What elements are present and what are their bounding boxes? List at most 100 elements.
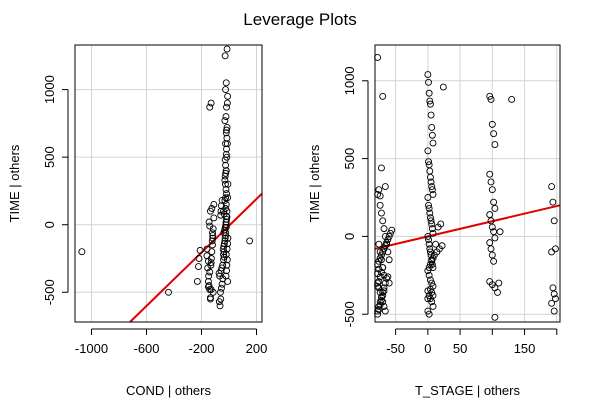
data-point [552, 245, 559, 253]
y-axis-title: TIME | others [7, 144, 22, 222]
data-point [220, 240, 228, 248]
data-point [424, 267, 432, 275]
data-point [491, 313, 499, 321]
data-point [426, 100, 434, 108]
data-point [426, 245, 434, 253]
y-tick-label: -500 [342, 301, 357, 327]
plot-frame [74, 44, 263, 323]
y-tick-label: 500 [342, 148, 357, 170]
data-point [221, 180, 229, 188]
data-point [222, 250, 230, 258]
data-point [376, 301, 384, 309]
data-point [222, 113, 230, 121]
figure-title: Leverage Plots [243, 10, 356, 29]
data-point [209, 229, 216, 237]
data-point [223, 261, 231, 269]
data-point [224, 180, 232, 188]
data-point [217, 284, 225, 292]
data-point [223, 134, 231, 142]
data-point [508, 96, 516, 103]
data-point [375, 240, 383, 248]
data-point [425, 201, 432, 209]
data-point [379, 217, 387, 225]
data-point [428, 131, 436, 139]
data-point [427, 217, 435, 225]
data-point [375, 302, 383, 310]
data-point [223, 123, 231, 131]
data-point [487, 96, 495, 103]
data-point [220, 256, 227, 264]
data-point [429, 190, 437, 198]
x-axis-title: T_STAGE | others [415, 383, 521, 398]
data-point [424, 295, 432, 303]
data-point [550, 290, 558, 298]
panel-cond-leverage: -1000 -600 -200 200 -500 0 500 1000 COND | oth… [7, 44, 268, 398]
x-tick-label: 200 [246, 341, 268, 356]
data-point [380, 284, 388, 292]
data-point [224, 92, 232, 100]
data-point [439, 83, 447, 91]
y-tick-label: -500 [42, 279, 57, 305]
data-point [208, 205, 216, 212]
data-point [375, 265, 383, 273]
data-point [209, 232, 217, 239]
data-point [428, 288, 436, 296]
x-axis-title: COND | others [126, 383, 212, 398]
x-tick-label: -200 [188, 341, 214, 356]
data-point [380, 287, 388, 295]
data-point [552, 295, 559, 303]
data-point [438, 242, 446, 250]
data-point [385, 279, 393, 287]
data-point [379, 292, 387, 299]
data-point [195, 263, 202, 271]
data-point [379, 248, 387, 256]
data-point [222, 79, 230, 87]
data-point [487, 217, 495, 225]
data-point [223, 267, 230, 275]
data-point [204, 264, 212, 272]
data-point [428, 279, 436, 287]
data-point [428, 257, 436, 265]
data-point [491, 234, 499, 242]
data-point [425, 264, 433, 271]
data-point [223, 213, 230, 221]
data-point [222, 129, 230, 137]
data-point [246, 237, 254, 245]
x-axis: -50 0 50 150 [386, 328, 558, 356]
y-tick-label: 1000 [42, 75, 57, 104]
data-point [549, 198, 557, 206]
data-point [491, 141, 499, 149]
data-point [223, 103, 230, 111]
data-point [490, 198, 498, 206]
regression-line [374, 204, 561, 250]
data-point [486, 170, 494, 178]
data-point [217, 288, 224, 296]
data-point [222, 194, 230, 202]
plot-frame [374, 44, 561, 323]
data-point [550, 307, 558, 315]
data-point [490, 257, 498, 265]
data-point [495, 279, 503, 287]
data-point [222, 229, 230, 237]
data-point [223, 140, 231, 148]
x-axis: -1000 -600 -200 200 [75, 328, 268, 356]
data-point [208, 237, 216, 245]
data-point [375, 278, 383, 285]
data-point [221, 117, 229, 125]
data-point [486, 239, 494, 247]
data-point [222, 218, 230, 226]
data-point [488, 251, 496, 259]
x-tick-label: -1000 [75, 341, 108, 356]
data-point [424, 194, 432, 201]
data-point [426, 276, 434, 284]
data-point [486, 211, 494, 219]
data-point [432, 240, 440, 248]
data-point [376, 298, 384, 306]
data-point [381, 183, 389, 191]
data-point [207, 259, 215, 266]
data-point [426, 97, 434, 105]
data-point [377, 293, 385, 301]
data-point [206, 294, 214, 302]
data-point [221, 52, 229, 60]
data-point [426, 214, 434, 222]
